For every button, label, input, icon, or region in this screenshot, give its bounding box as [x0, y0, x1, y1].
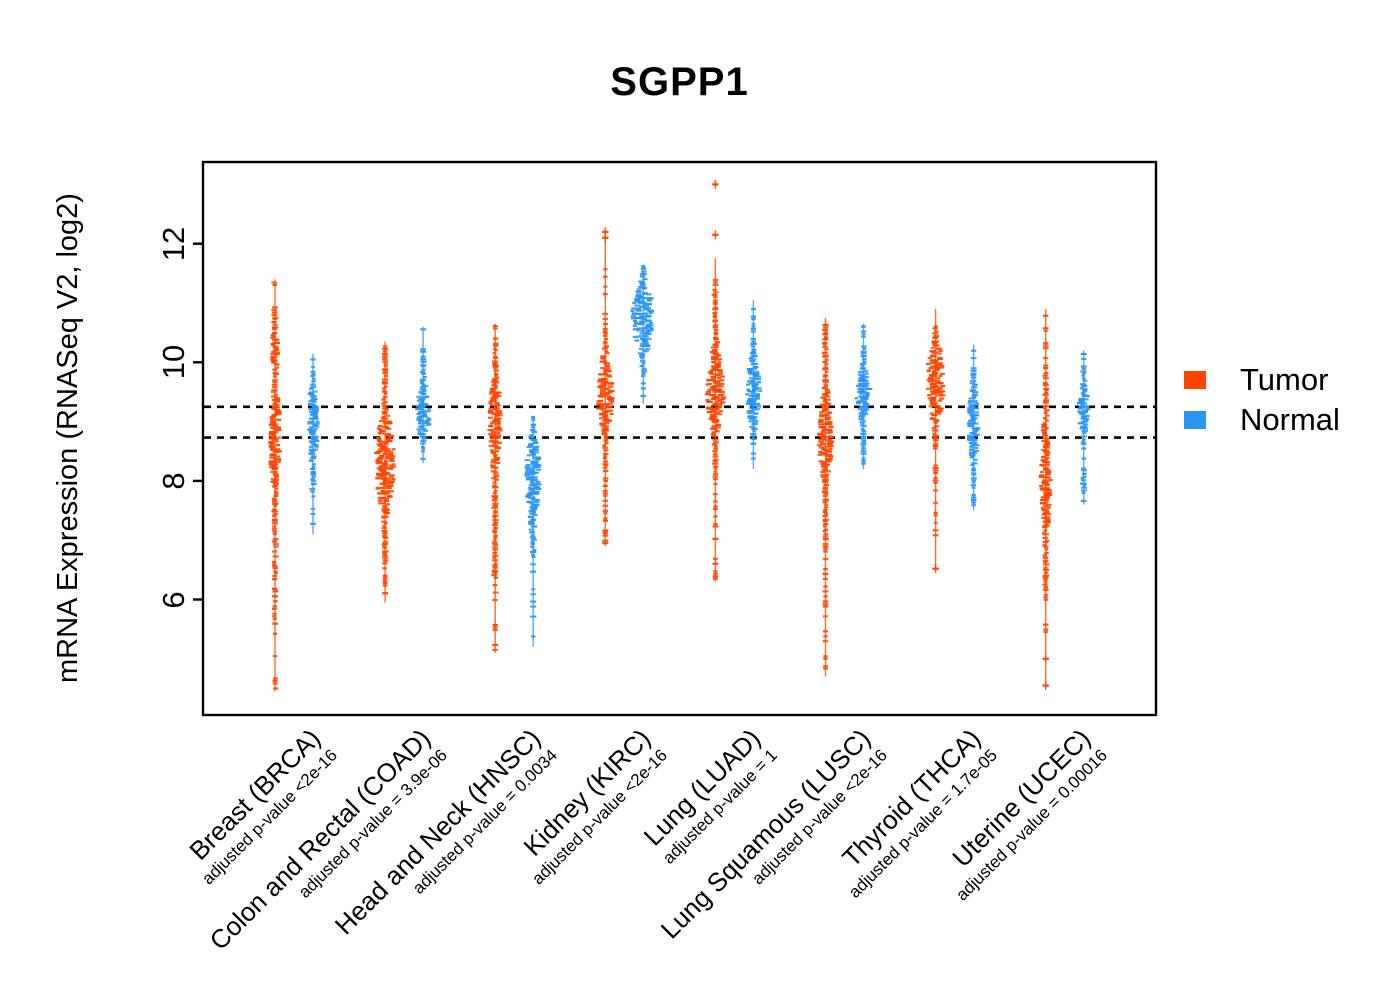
legend: Tumor Normal	[1184, 360, 1340, 440]
legend-swatch-normal	[1184, 411, 1206, 429]
legend-label-normal: Normal	[1240, 402, 1340, 437]
legend-item-tumor: Tumor	[1184, 360, 1340, 400]
legend-label-tumor: Tumor	[1240, 362, 1329, 397]
legend-swatch-tumor	[1184, 371, 1206, 389]
y-tick-label-6: 6	[156, 590, 191, 609]
y-tick-label-10: 10	[156, 345, 191, 380]
y-tick-label-8: 8	[156, 472, 191, 490]
legend-item-normal: Normal	[1184, 400, 1340, 440]
y-axis-title: mRNA Expression (RNASeq V2, log2)	[52, 193, 84, 683]
y-tick-label-12: 12	[156, 226, 191, 261]
chart-title: SGPP1	[610, 60, 749, 104]
